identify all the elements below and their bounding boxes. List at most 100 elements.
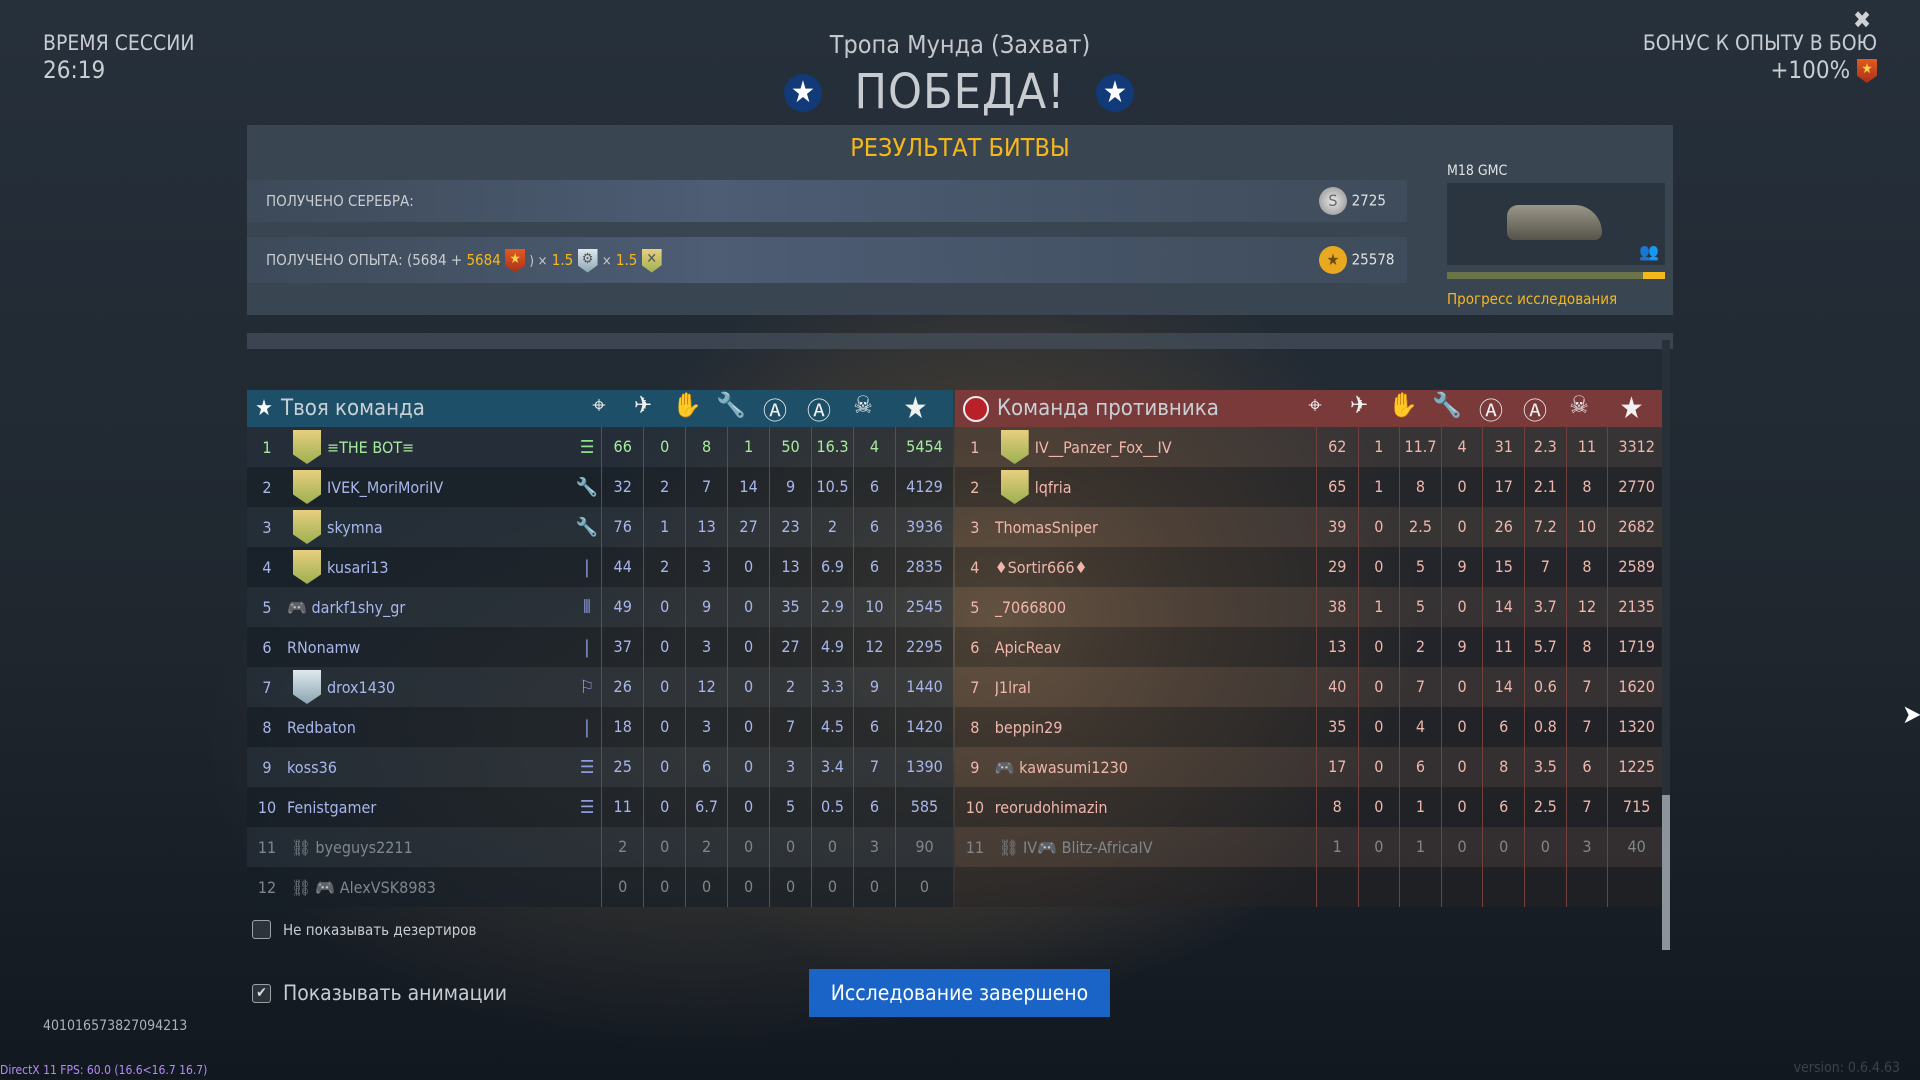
player-row[interactable]: 1 ≡THE BOT≡ ☰ 66 0 8 1 50 16.3 4 5454: [247, 427, 953, 467]
research-progress-link[interactable]: Прогресс исследования: [1447, 290, 1618, 308]
player-rank: 3: [262, 517, 272, 537]
exp-amount: 25578: [1351, 250, 1395, 269]
player-rank: 5: [970, 597, 980, 617]
player-row[interactable]: 7 J1lral 40 0 7 0 14 0.6 7 1620: [955, 667, 1665, 707]
stat-plane-tank: 2: [643, 467, 685, 507]
scrollbar-thumb[interactable]: [1662, 795, 1670, 950]
player-row[interactable]: [955, 867, 1665, 907]
stat-wrench: 0: [727, 547, 769, 587]
silver-row: ПОЛУЧЕНО СЕРЕБРА:: [247, 180, 1407, 222]
stat-star: 2545: [894, 587, 953, 627]
player-name[interactable]: 🎮 darkf1shy_gr: [287, 597, 406, 617]
player-row[interactable]: 2 IVEK_MoriMoriIV 🔧 32 2 7 14 9 10.5 6 4129: [247, 467, 953, 507]
vehicle-name: M18 GMC: [1447, 163, 1508, 179]
stat-wrench: 0: [727, 747, 769, 787]
stat-circle-a: 7: [1524, 547, 1566, 587]
player-name[interactable]: beppin29: [994, 717, 1063, 737]
player-row[interactable]: 1 IV__Panzer_Fox__IV 62 1 11.7 4 31 2.3 11 3312: [955, 427, 1665, 467]
player-name[interactable]: ♦Sortir666♦: [994, 557, 1088, 577]
player-name[interactable]: IV🎮 Blitz-AfricaIV: [1023, 837, 1153, 857]
exp-bonus-amount: 5684: [466, 251, 501, 269]
player-name[interactable]: Redbaton: [287, 717, 356, 737]
player-rank: 2: [970, 477, 980, 497]
player-name[interactable]: ≡THE BOT≡: [327, 437, 415, 457]
player-row[interactable]: 11 ⛓ IV🎮 Blitz-AfricaIV 1 0 1 0 0 0 3 40: [955, 827, 1665, 867]
stat-star: 2770: [1607, 467, 1665, 507]
stat-crosshair: 40: [1315, 667, 1358, 707]
player-rank: 9: [262, 757, 272, 777]
player-row[interactable]: 7 drox1430 ⚐ 26 0 12 0 2 3.3 9 1440: [247, 667, 953, 707]
player-row[interactable]: 3 skymna 🔧 76 1 13 27 23 2 6 3936: [247, 507, 953, 547]
stat-hand: 6.7: [685, 787, 727, 827]
player-row[interactable]: 11 ⛓ byeguys2211 2 0 2 0 0 0 3 90: [247, 827, 953, 867]
stat-hand: 5: [1399, 547, 1441, 587]
player-row[interactable]: 5 _7066800 38 1 5 0 14 3.7 12 2135: [955, 587, 1665, 627]
player-name[interactable]: drox1430: [327, 677, 396, 697]
player-name[interactable]: lqfria: [1034, 477, 1072, 497]
player-row[interactable]: 9 🎮 kawasumi1230 17 0 6 0 8 3.5 6 1225: [955, 747, 1665, 787]
stat-wrench: 27: [727, 507, 769, 547]
hide-deserters-checkbox[interactable]: Не показывать дезертиров: [252, 920, 477, 939]
player-name[interactable]: Fenistgamer: [287, 797, 377, 817]
player-name[interactable]: J1lral: [994, 677, 1031, 697]
stat-shield-a: 8: [1482, 747, 1524, 787]
wrench-role-icon: 🔧: [575, 476, 599, 498]
exp-row: ПОЛУЧЕНО ОПЫТА: (5684 + 5684 ★ ) × 1.5 ⚙…: [247, 237, 1407, 283]
stat-shield-a: 3: [769, 747, 811, 787]
stat-shield-a: 14: [1482, 587, 1524, 627]
scrollbar[interactable]: [1662, 340, 1670, 950]
stat-circle-a: [1524, 867, 1566, 907]
stat-skull: 7: [1565, 667, 1608, 707]
stat-plane-tank: 0: [1357, 747, 1400, 787]
player-name[interactable]: skymna: [327, 517, 383, 537]
stat-shield-a: 6: [1482, 707, 1524, 747]
stat-plane-tank: 0: [643, 627, 685, 667]
player-name[interactable]: 🎮 kawasumi1230: [994, 757, 1128, 777]
stat-circle-a: 3.7: [1524, 587, 1566, 627]
player-row[interactable]: 10 Fenistgamer ☰ 11 0 6.7 0 5 0.5 6 585: [247, 787, 953, 827]
stat-shield-a: 14: [1482, 667, 1524, 707]
stat-star: 3312: [1607, 427, 1665, 467]
player-row[interactable]: 2 lqfria 65 1 8 0 17 2.1 8 2770: [955, 467, 1665, 507]
player-row[interactable]: 8 beppin29 35 0 4 0 6 0.8 7 1320: [955, 707, 1665, 747]
stat-skull: 6: [852, 547, 895, 587]
player-row[interactable]: 8 Redbaton ❘ 18 0 3 0 7 4.5 6 1420: [247, 707, 953, 747]
stat-shield-a: 27: [769, 627, 811, 667]
stat-wrench: 14: [727, 467, 769, 507]
mult-sign: ) ×: [529, 254, 548, 269]
stat-skull: 6: [852, 507, 895, 547]
player-name[interactable]: _7066800: [994, 597, 1066, 617]
stat-shield-a: 15: [1482, 547, 1524, 587]
player-name[interactable]: reorudohimazin: [994, 797, 1108, 817]
player-row[interactable]: 6 RNonamw ❘ 37 0 3 0 27 4.9 12 2295: [247, 627, 953, 667]
player-name[interactable]: kusari13: [327, 557, 389, 577]
player-name[interactable]: IV__Panzer_Fox__IV: [1034, 437, 1172, 457]
checkbox-box[interactable]: ✔: [252, 983, 271, 1003]
player-row[interactable]: 4 kusari13 ❘ 44 2 3 0 13 6.9 6 2835: [247, 547, 953, 587]
player-row[interactable]: 5 🎮 darkf1shy_gr ⦀ 49 0 9 0 35 2.9 10 2545: [247, 587, 953, 627]
player-row[interactable]: 3 ThomasSniper 39 0 2.5 0 26 7.2 10 2682: [955, 507, 1665, 547]
player-name[interactable]: koss36: [287, 757, 337, 777]
close-icon[interactable]: ✖: [1853, 6, 1872, 34]
silver-amount: 2725: [1351, 191, 1386, 210]
player-name[interactable]: 🎮 AlexVSK8983: [315, 877, 436, 897]
player-name[interactable]: IVEK_MoriMoriIV: [327, 477, 444, 497]
exp-bonus: БОНУС К ОПЫТУ В БОЮ +100% ★: [1643, 30, 1877, 84]
player-row[interactable]: 6 ApicReav 13 0 2 9 11 5.7 8 1719: [955, 627, 1665, 667]
player-row[interactable]: 10 reorudohimazin 8 0 1 0 6 2.5 7 715: [955, 787, 1665, 827]
player-name[interactable]: RNonamw: [287, 637, 361, 657]
player-name[interactable]: ApicReav: [994, 637, 1062, 657]
player-name[interactable]: byeguys2211: [315, 837, 413, 857]
player-name[interactable]: ThomasSniper: [994, 517, 1098, 537]
list-role-icon: ☰: [579, 796, 595, 818]
checkbox-box[interactable]: [252, 920, 271, 939]
stat-plane-tank: 1: [1357, 587, 1400, 627]
research-complete-button[interactable]: Исследование завершено: [809, 969, 1110, 1017]
player-row[interactable]: 9 koss36 ☰ 25 0 6 0 3 3.4 7 1390: [247, 747, 953, 787]
show-animations-checkbox[interactable]: ✔ Показывать анимации: [252, 981, 507, 1005]
stat-crosshair: 37: [601, 627, 643, 667]
player-row[interactable]: 4 ♦Sortir666♦ 29 0 5 9 15 7 8 2589: [955, 547, 1665, 587]
player-row[interactable]: 12 ⛓ 🎮 AlexVSK8983 0 0 0 0 0 0 0 0: [247, 867, 953, 907]
stat-star: 1440: [894, 667, 953, 707]
stat-crosshair: 1: [1315, 827, 1358, 867]
